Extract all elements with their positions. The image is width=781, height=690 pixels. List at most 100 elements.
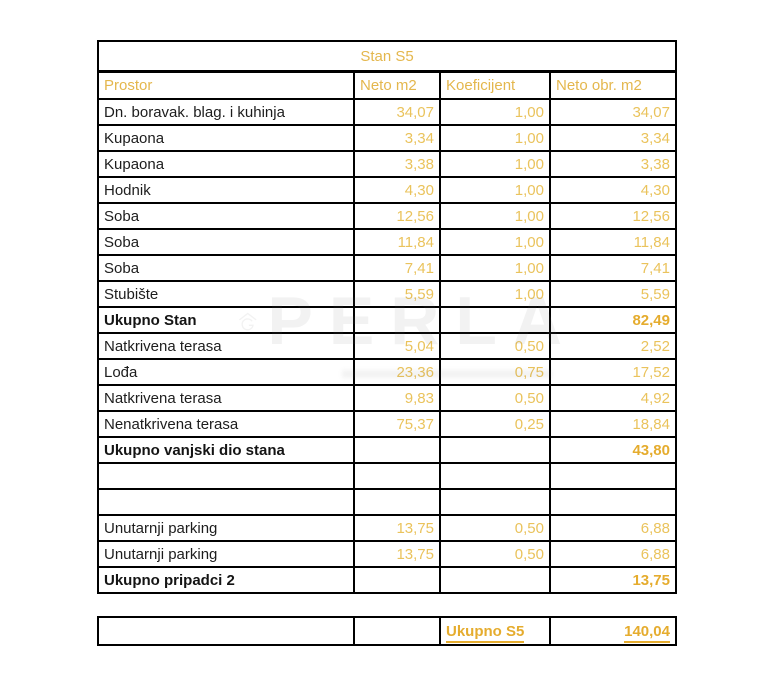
cell-neto-obr-m2: 3,38 <box>549 150 677 178</box>
table-row: Unutarnji parking 13,75 0,50 6,88 <box>97 514 677 542</box>
column-header-neto-obr-m2: Neto obr. m2 <box>549 70 677 100</box>
cell-neto-m2: 23,36 <box>353 358 441 386</box>
empty-cell <box>97 616 355 646</box>
cell-prostor: Nenatkrivena terasa <box>97 410 355 438</box>
cell-neto-m2: 13,75 <box>353 540 441 568</box>
table-row: Kupaona 3,34 1,00 3,34 <box>97 124 677 152</box>
cell-prostor: Hodnik <box>97 176 355 204</box>
cell-neto-m2: 75,37 <box>353 410 441 438</box>
table-row: Dn. boravak. blag. i kuhinja 34,07 1,00 34,… <box>97 98 677 126</box>
cell-prostor: Stubište <box>97 280 355 308</box>
cell-neto-obr-m2: 34,07 <box>549 98 677 126</box>
cell-neto-m2: 34,07 <box>353 98 441 126</box>
table-row: Ukupno Stan 82,49 <box>97 306 677 334</box>
cell-neto-obr-m2: 6,88 <box>549 514 677 542</box>
table-row: Soba 7,41 1,00 7,41 <box>97 254 677 282</box>
cell-neto-obr-m2: 18,84 <box>549 410 677 438</box>
cell-koeficijent <box>439 566 551 594</box>
cell-prostor: Soba <box>97 254 355 282</box>
spreadsheet: Stan S5 Prostor Neto m2 Koeficijent Neto… <box>97 40 677 646</box>
cell-neto-m2: 3,34 <box>353 124 441 152</box>
cell-koeficijent <box>439 488 551 516</box>
table-row: Natkrivena terasa 5,04 0,50 2,52 <box>97 332 677 360</box>
cell-neto-m2 <box>353 436 441 464</box>
cell-neto-m2 <box>353 566 441 594</box>
table-row: Kupaona 3,38 1,00 3,38 <box>97 150 677 178</box>
cell-neto-obr-m2: 4,30 <box>549 176 677 204</box>
cell-koeficijent: 1,00 <box>439 176 551 204</box>
cell-neto-obr-m2 <box>549 462 677 490</box>
cell-prostor: Unutarnji parking <box>97 514 355 542</box>
cell-neto-m2: 9,83 <box>353 384 441 412</box>
cell-koeficijent: 0,50 <box>439 384 551 412</box>
cell-prostor: Kupaona <box>97 124 355 152</box>
cell-koeficijent: 0,50 <box>439 514 551 542</box>
cell-neto-m2: 12,56 <box>353 202 441 230</box>
cell-prostor: Unutarnji parking <box>97 540 355 568</box>
cell-koeficijent: 0,50 <box>439 540 551 568</box>
cell-neto-obr-m2: 5,59 <box>549 280 677 308</box>
table-row: Soba 12,56 1,00 12,56 <box>97 202 677 230</box>
cell-koeficijent: 1,00 <box>439 98 551 126</box>
cell-prostor <box>97 462 355 490</box>
table-row: Hodnik 4,30 1,00 4,30 <box>97 176 677 204</box>
grand-total-label: Ukupno S5 <box>439 616 551 646</box>
cell-prostor: Lođa <box>97 358 355 386</box>
grand-total-value: 140,04 <box>549 616 677 646</box>
cell-koeficijent <box>439 462 551 490</box>
cell-prostor: Ukupno Stan <box>97 306 355 334</box>
cell-prostor: Soba <box>97 228 355 256</box>
table-row: Lođa 23,36 0,75 17,52 <box>97 358 677 386</box>
table-header-row: Prostor Neto m2 Koeficijent Neto obr. m2 <box>97 70 677 100</box>
cell-koeficijent: 1,00 <box>439 228 551 256</box>
cell-koeficijent: 1,00 <box>439 124 551 152</box>
cell-koeficijent <box>439 436 551 464</box>
cell-neto-obr-m2: 13,75 <box>549 566 677 594</box>
grand-total-row: Ukupno S5 140,04 <box>97 616 677 646</box>
cell-prostor: Natkrivena terasa <box>97 332 355 360</box>
empty-cell <box>353 616 441 646</box>
table-row <box>97 462 677 490</box>
cell-neto-obr-m2: 82,49 <box>549 306 677 334</box>
cell-neto-obr-m2: 43,80 <box>549 436 677 464</box>
cell-neto-obr-m2: 12,56 <box>549 202 677 230</box>
cell-neto-obr-m2 <box>549 488 677 516</box>
cell-neto-m2: 13,75 <box>353 514 441 542</box>
table-row: Stubište 5,59 1,00 5,59 <box>97 280 677 308</box>
cell-neto-obr-m2: 11,84 <box>549 228 677 256</box>
cell-prostor: Dn. boravak. blag. i kuhinja <box>97 98 355 126</box>
cell-koeficijent: 0,25 <box>439 410 551 438</box>
table-row: Ukupno pripadci 2 13,75 <box>97 566 677 594</box>
cell-koeficijent: 0,50 <box>439 332 551 360</box>
cell-koeficijent: 1,00 <box>439 280 551 308</box>
column-header-koeficijent: Koeficijent <box>439 70 551 100</box>
cell-neto-m2: 3,38 <box>353 150 441 178</box>
cell-koeficijent: 1,00 <box>439 254 551 282</box>
cell-neto-m2: 11,84 <box>353 228 441 256</box>
table-row: Unutarnji parking 13,75 0,50 6,88 <box>97 540 677 568</box>
cell-neto-obr-m2: 3,34 <box>549 124 677 152</box>
cell-prostor <box>97 488 355 516</box>
table-row <box>97 488 677 516</box>
cell-koeficijent: 0,75 <box>439 358 551 386</box>
cell-koeficijent <box>439 306 551 334</box>
column-header-prostor: Prostor <box>97 70 355 100</box>
cell-neto-m2: 7,41 <box>353 254 441 282</box>
cell-neto-m2: 5,59 <box>353 280 441 308</box>
cell-prostor: Kupaona <box>97 150 355 178</box>
cell-neto-m2 <box>353 306 441 334</box>
cell-prostor: Soba <box>97 202 355 230</box>
cell-prostor: Natkrivena terasa <box>97 384 355 412</box>
cell-neto-m2 <box>353 488 441 516</box>
cell-neto-obr-m2: 17,52 <box>549 358 677 386</box>
cell-prostor: Ukupno vanjski dio stana <box>97 436 355 464</box>
grand-total-table: Ukupno S5 140,04 <box>97 616 677 646</box>
cell-koeficijent: 1,00 <box>439 150 551 178</box>
cell-neto-m2 <box>353 462 441 490</box>
table-row: Nenatkrivena terasa 75,37 0,25 18,84 <box>97 410 677 438</box>
cell-neto-obr-m2: 2,52 <box>549 332 677 360</box>
cell-prostor: Ukupno pripadci 2 <box>97 566 355 594</box>
main-table: Stan S5 Prostor Neto m2 Koeficijent Neto… <box>97 40 677 594</box>
cell-neto-obr-m2: 7,41 <box>549 254 677 282</box>
table-title: Stan S5 <box>97 40 677 73</box>
